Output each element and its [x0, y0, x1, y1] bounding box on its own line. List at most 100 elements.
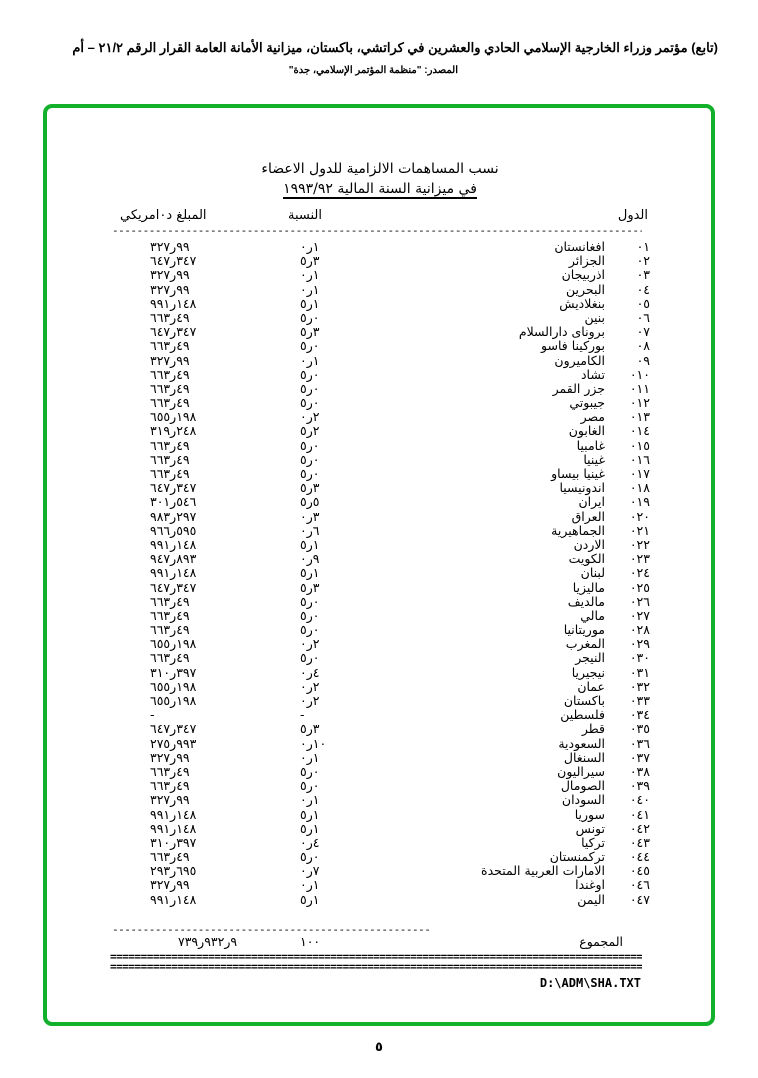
row-number: ٠٣٧ — [629, 749, 650, 765]
table-row: ٠٣٥ قطر ٣ر٥ ٣٤٧ر٦٤٧ — [110, 722, 650, 736]
amount-value: ٤٩ر٦٦٣ — [150, 437, 190, 453]
amount-value: ١٤٨ر٩٩١ — [150, 295, 197, 311]
table-row: ٠٤٥ الامارات العربية المتحدة ٧ر٠ ٦٩٥ر٢٩٣ — [110, 864, 650, 878]
country-name: غينيا — [583, 451, 605, 467]
percentage-value: ٩ر٠ — [300, 551, 320, 567]
amount-value: ٩٩ر٣٢٧ — [150, 267, 190, 283]
table-row: ٠٨ بوركينا فاسو ٠ر٥ ٤٩ر٦٦٣ — [110, 339, 650, 353]
percentage-value: ١ر٠ — [300, 877, 320, 893]
table-row: ٠٤٦ اوغندا ١ر٠ ٩٩ر٣٢٧ — [110, 878, 650, 892]
page-number: ٥ — [375, 1040, 383, 1055]
percentage-value: ٠ر٥ — [300, 607, 320, 623]
row-number: ٠٩ — [636, 352, 650, 368]
percentage-value: ٦ر٠ — [300, 522, 320, 538]
table-row: ٠٣١ نيجيريا ٤ر٠ ٣٩٧ر٣١٠ — [110, 664, 650, 680]
table-row: ٠١٠ تشاد ٠ر٥ ٤٩ر٦٦٣ — [110, 366, 650, 382]
percentage-value: ٠ر٥ — [300, 849, 320, 865]
row-number: ٠٣٠ — [629, 650, 650, 666]
country-name: الكاميرون — [554, 352, 605, 368]
amount-value: ١٤٨ر٩٩١ — [150, 820, 197, 836]
amount-value: ٤٩ر٦٦٣ — [150, 622, 190, 638]
row-number: ٠٢٥ — [629, 579, 650, 595]
percentage-value: ١ر٥ — [300, 891, 320, 907]
amount-value: ٣٤٧ر٦٤٧ — [150, 253, 197, 269]
row-number: ٠١٩ — [629, 494, 650, 510]
table-row: ٠٢١ الجماهيرية ٦ر٠ ٥٩٥ر٩٦٦ — [110, 522, 650, 538]
table-row: ٠٣٧ السنغال ١ر٠ ٩٩ر٣٢٧ — [110, 749, 650, 765]
total-amount: ٩ر٩٣٢ر٧٣٩ — [178, 934, 238, 949]
country-name: تشاد — [580, 366, 605, 382]
row-number: ٠٢٣ — [629, 551, 650, 567]
country-name: اليمن — [577, 891, 605, 907]
table-row: ٠٢٢ الاردن ١ر٥ ١٤٨ر٩٩١ — [110, 536, 650, 552]
column-header-amount: المبلغ د٠امريكي — [120, 208, 207, 223]
table-row: ٠١٢ جيبوتي ٠ر٥ ٤٩ر٦٦٣ — [110, 396, 650, 410]
row-number: ٠٢٢ — [629, 536, 650, 552]
percentage-value: ٤ر٠ — [300, 834, 320, 850]
percentage-value: ٠ر٥ — [300, 366, 320, 382]
source-line: المصدر: "منظمة المؤتمر الإسلامي، جدة" — [288, 65, 458, 76]
percentage-value: ٠ر٥ — [300, 451, 320, 467]
table-row: ٠٢٣ الكويت ٩ر٠ ٨٩٣ر٩٤٧ — [110, 552, 650, 566]
country-name: تونس — [575, 820, 605, 836]
table-row: ٠٢٥ ماليزيا ٣ر٥ ٣٤٧ر٦٤٧ — [110, 579, 650, 595]
row-number: ٠٣٦ — [629, 735, 650, 751]
percentage-value: ٢ر٠ — [300, 409, 320, 425]
row-number: ٠٢٠ — [629, 508, 650, 524]
table-row: ٠١٧ غينيا بيساو ٠ر٥ ٤٩ر٦٦٣ — [110, 467, 650, 481]
country-name: النيجر — [575, 650, 605, 666]
table-row: ٠٤٣ تركيا ٤ر٠ ٣٩٧ر٣١٠ — [110, 834, 650, 850]
percentage-value: ٣ر٠ — [300, 508, 320, 524]
country-name: لبنان — [580, 565, 605, 581]
row-number: ٠١٨ — [629, 480, 650, 496]
table-row: ٠٤١ سوريا ١ر٥ ١٤٨ر٩٩١ — [110, 806, 650, 822]
table-row: ٠١٩ ايران ٥ر٥ ٥٤٦ر٣٠١ — [110, 495, 650, 509]
row-number: ٠٢٨ — [629, 622, 650, 638]
table-row: ٠٣٢ عمان ٢ر٠ ١٩٨ر٦٥٥ — [110, 679, 650, 694]
amount-value: ٢٤٨ر٣١٩ — [150, 423, 197, 439]
country-name: ماليزيا — [572, 579, 605, 595]
percentage-value: ٣ر٥ — [300, 480, 320, 496]
country-name: مصر — [580, 409, 605, 425]
percentage-value: ٠ر٥ — [300, 309, 320, 325]
country-name: افغانستان — [554, 239, 605, 254]
amount-value: ٥٤٦ر٣٠١ — [150, 494, 197, 510]
percentage-value: ١ر٠ — [300, 749, 320, 765]
row-number: ٠٢١ — [629, 522, 650, 538]
percentage-value: ١ر٥ — [300, 820, 320, 836]
country-name: اذربيجان — [561, 267, 605, 283]
document-header-block: (تابع) مؤتمر وزراء الخارجية الإسلامي الح… — [20, 40, 718, 77]
table-row: ٠٥ بنغلاديش ١ر٥ ١٤٨ر٩٩١ — [110, 295, 650, 311]
amount-value: ٤٩ر٦٦٣ — [150, 607, 190, 623]
table-row: ٠٢٠ العراق ٣ر٠ ٢٩٧ر٩٨٣ — [110, 508, 650, 524]
amount-value: ٤٩ر٦٦٣ — [150, 763, 190, 779]
percentage-value: ٠ر٥ — [300, 622, 320, 638]
table-row: ٠٤٢ تونس ١ر٥ ١٤٨ر٩٩١ — [110, 820, 650, 836]
row-number: ٠٢٤ — [629, 565, 650, 581]
file-path: D:\ADM\SHA.TXT — [539, 976, 641, 990]
percentage-value: ١ر٥ — [300, 806, 320, 822]
header-divider: ----------------------------------------… — [112, 226, 642, 236]
amount-value: ١٩٨ر٦٥٥ — [150, 693, 197, 708]
table-row: ٠٣٣ باكستان ٢ر٠ ١٩٨ر٦٥٥ — [110, 694, 650, 708]
amount-value: ٤٩ر٦٦٣ — [150, 395, 190, 411]
row-number: ٠٢ — [636, 253, 650, 269]
percentage-value: ٤ر٠ — [300, 664, 320, 680]
amount-value: ٤٩ر٦٦٣ — [150, 380, 190, 396]
table-row: ٠١٨ اندونيسيا ٣ر٥ ٣٤٧ر٦٤٧ — [110, 481, 650, 495]
country-name: الجماهيرية — [551, 522, 605, 538]
document-header: (تابع) مؤتمر وزراء الخارجية الإسلامي الح… — [72, 40, 718, 55]
percentage-value: ٢ر٥ — [300, 423, 320, 439]
country-name: غينيا بيساو — [551, 466, 605, 481]
row-number: ٠٤١ — [629, 806, 650, 822]
amount-value: ١٤٨ر٩٩١ — [150, 806, 197, 822]
amount-value: ٩٩ر٣٢٧ — [150, 352, 190, 368]
table-row: ٠٤٠ السودان ١ر٠ ٩٩ر٣٢٧ — [110, 793, 650, 807]
table-row: ٠٩ الكاميرون ١ر٠ ٩٩ر٣٢٧ — [110, 352, 650, 368]
percentage-value: ٠ر٥ — [300, 466, 320, 481]
country-name: الصومال — [560, 778, 605, 794]
percentage-value: ١ر٠ — [300, 267, 320, 283]
amount-value: ١٩٨ر٦٥٥ — [150, 636, 197, 652]
country-name: ايران — [578, 494, 605, 510]
country-name: تركمنستان — [549, 849, 605, 865]
